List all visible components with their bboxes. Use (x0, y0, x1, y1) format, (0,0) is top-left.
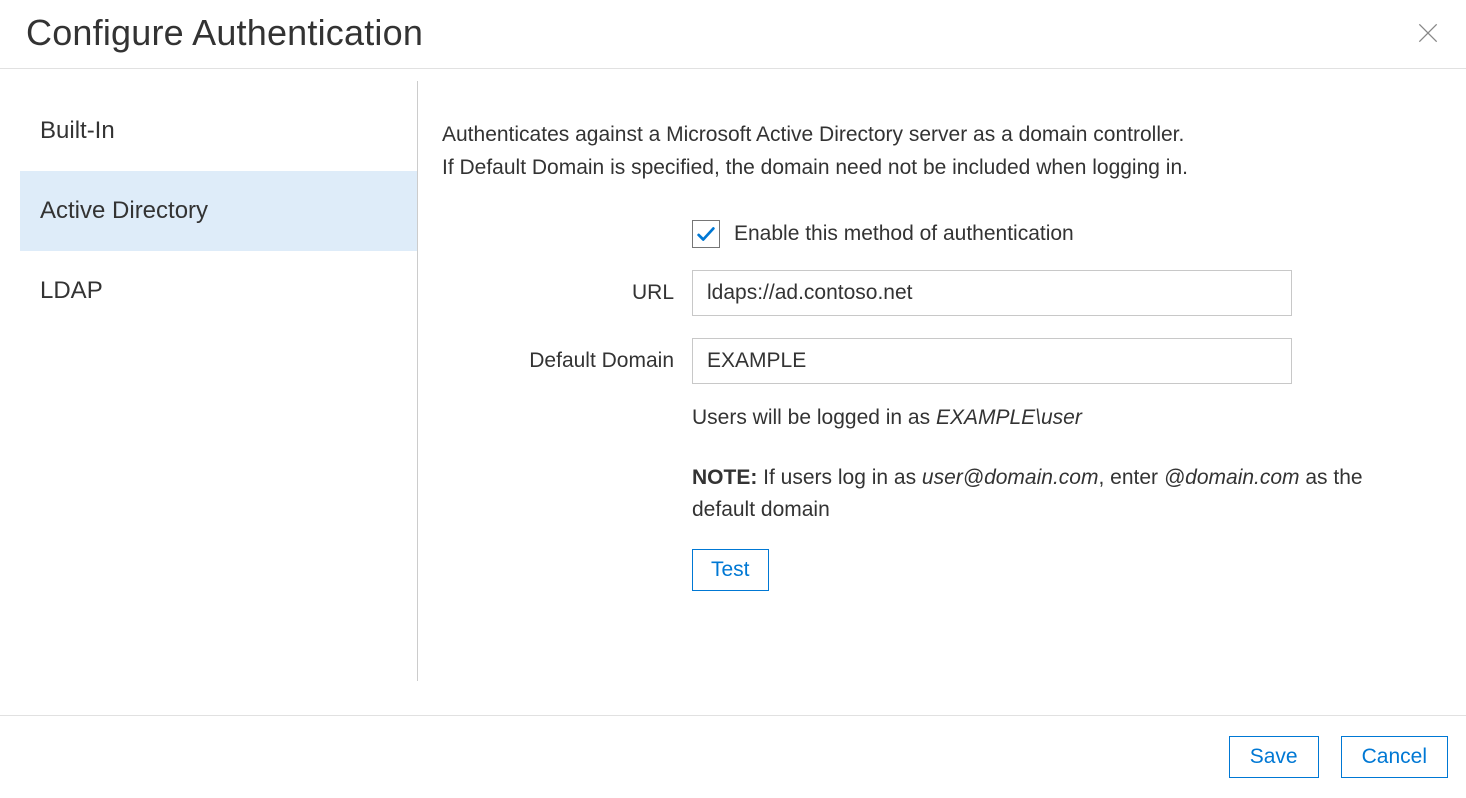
sidebar-item-label: Built-In (40, 117, 115, 144)
main-panel: Authenticates against a Microsoft Active… (418, 81, 1466, 681)
close-button[interactable] (1410, 15, 1446, 51)
auth-method-sidebar: Built-In Active Directory LDAP (20, 81, 418, 681)
test-button[interactable]: Test (692, 549, 769, 591)
sidebar-item-active-directory[interactable]: Active Directory (20, 171, 417, 251)
login-help-text: Users will be logged in as EXAMPLE\user (692, 402, 1426, 434)
enable-checkbox[interactable] (692, 220, 720, 248)
enable-checkbox-label: Enable this method of authentication (734, 222, 1074, 246)
cancel-button[interactable]: Cancel (1341, 736, 1448, 778)
sidebar-item-ldap[interactable]: LDAP (20, 251, 417, 331)
description-line-2: If Default Domain is specified, the doma… (442, 156, 1188, 179)
default-domain-label: Default Domain (442, 349, 692, 373)
note-text: NOTE: If users log in as user@domain.com… (692, 462, 1412, 527)
save-button[interactable]: Save (1229, 736, 1319, 778)
dialog-footer: Save Cancel (0, 715, 1466, 798)
url-row: URL (442, 270, 1426, 316)
panel-description: Authenticates against a Microsoft Active… (442, 119, 1426, 184)
login-help-example: EXAMPLE\user (936, 406, 1082, 429)
sidebar-item-builtin[interactable]: Built-In (20, 91, 417, 171)
dialog-header: Configure Authentication (0, 0, 1466, 69)
description-line-1: Authenticates against a Microsoft Active… (442, 123, 1184, 146)
note-part-2: , enter (1098, 466, 1163, 489)
enable-checkbox-wrap: Enable this method of authentication (692, 220, 1292, 248)
default-domain-input[interactable] (692, 338, 1292, 384)
note-em-2: @domain.com (1164, 466, 1300, 489)
login-help-prefix: Users will be logged in as (692, 406, 936, 429)
test-button-row: Test (692, 549, 1426, 591)
sidebar-item-label: Active Directory (40, 197, 208, 224)
note-part-1: If users log in as (757, 466, 922, 489)
dialog-body: Built-In Active Directory LDAP Authentic… (0, 69, 1466, 681)
note-em-1: user@domain.com (922, 466, 1099, 489)
url-label: URL (442, 281, 692, 305)
dialog-title: Configure Authentication (26, 12, 423, 54)
url-input[interactable] (692, 270, 1292, 316)
checkmark-icon (695, 223, 717, 245)
note-label: NOTE: (692, 466, 757, 489)
default-domain-row: Default Domain (442, 338, 1426, 384)
sidebar-item-label: LDAP (40, 277, 103, 304)
enable-row: Enable this method of authentication (442, 220, 1426, 248)
close-icon (1415, 20, 1441, 46)
